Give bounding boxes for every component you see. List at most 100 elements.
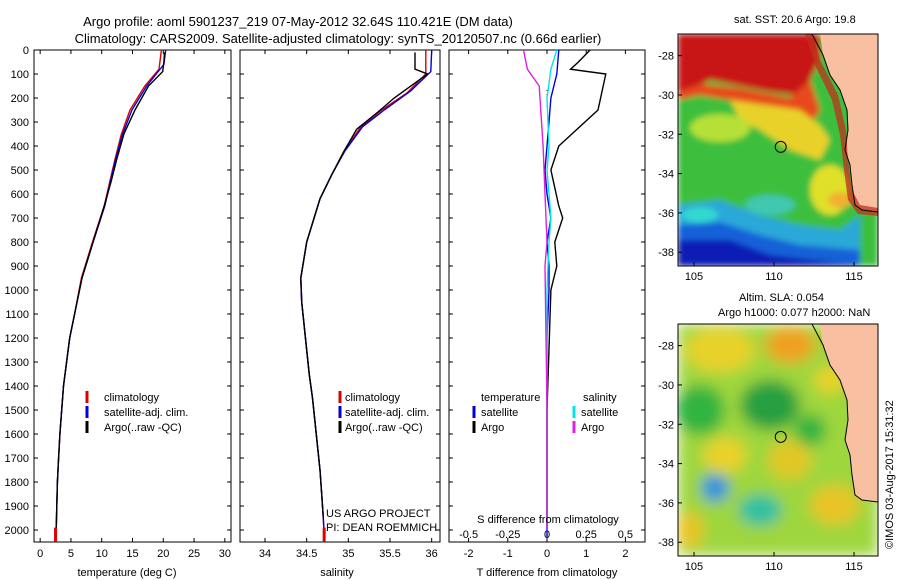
sst-map-ticks: 105 110 115 -28 -30 -32 -34 -36 -38 — [658, 51, 863, 283]
map-y-tick-label: -32 — [658, 419, 674, 431]
s-tick-label: 0.25 — [575, 529, 596, 541]
sst-map-title: sat. SST: 20.6 Argo: 19.8 — [734, 14, 856, 26]
salinity-xlabel: salinity — [320, 567, 354, 579]
legend-label-t-satellite: satellite — [481, 407, 518, 419]
map-y-tick-label: -36 — [658, 498, 674, 510]
difference-xlabel: T difference from climatology — [477, 567, 618, 579]
series-s-argo — [522, 49, 548, 530]
x-tick-label: 35 — [342, 548, 354, 560]
sst-map-field — [678, 34, 878, 266]
series-argo-raw-qc — [300, 52, 429, 519]
y-tick-label: 100 — [11, 69, 29, 81]
x-tick-label: 15 — [126, 548, 138, 560]
x-tick-label: 34.5 — [296, 548, 317, 560]
y-tick-label: 200 — [11, 93, 29, 105]
temperature-axes — [33, 49, 232, 543]
legend-label-s-argo: Argo — [581, 422, 604, 434]
series-satellite-adj-clim — [54, 49, 167, 538]
legend-label-s-satellite: satellite — [581, 407, 618, 419]
y-tick-label: 1300 — [5, 357, 29, 369]
difference-legend: temperature salinity satellite Argo sate… — [472, 392, 618, 434]
x-tick-label: 34 — [259, 548, 271, 560]
header-line-2: Climatology: CARS2009. Satellite-adjuste… — [75, 31, 602, 46]
sla-profile-marker — [774, 430, 787, 443]
sla-map-ticks: 105 110 115 -28 -30 -32 -34 -36 -38 — [658, 341, 863, 573]
legend-label-satellite: satellite-adj. clim. — [104, 407, 188, 419]
pi-note: PI: DEAN ROEMMICH — [326, 522, 437, 534]
salinity-axes — [239, 49, 441, 543]
legend-title-temperature: temperature — [481, 392, 540, 404]
map-x-tick-label: 115 — [845, 271, 863, 283]
map-y-tick-label: -28 — [658, 51, 674, 63]
series-t-argo — [546, 49, 607, 530]
map-y-tick-label: -38 — [658, 247, 674, 259]
s-difference-label: S difference from climatology — [477, 514, 619, 526]
y-tick-label: 1200 — [5, 333, 29, 345]
y-tick-label: 500 — [11, 165, 29, 177]
sla-map-subtitle: Argo h1000: 0.077 h2000: NaN — [718, 307, 870, 319]
y-tick-label: 1400 — [5, 381, 29, 393]
s-tick-label: -0.5 — [459, 529, 478, 541]
sla-map-title: Altim. SLA: 0.054 — [739, 292, 824, 304]
temperature-legend: climatology satellite-adj. clim. Argo(..… — [85, 391, 188, 434]
map-y-tick-label: -36 — [658, 208, 674, 220]
header-line-1: Argo profile: aoml 5901237_219 07-May-20… — [83, 14, 513, 29]
x-tick-label: -1 — [503, 548, 513, 560]
y-tick-label: 1000 — [5, 285, 29, 297]
project-note: US ARGO PROJECT — [326, 508, 431, 520]
x-tick-label: 20 — [157, 548, 169, 560]
sst-land — [812, 34, 878, 212]
legend-label-t-argo: Argo — [481, 422, 504, 434]
y-tick-label: 600 — [11, 189, 29, 201]
y-tick-label: 800 — [11, 237, 29, 249]
map-y-tick-label: -34 — [658, 459, 674, 471]
map-y-tick-label: -30 — [658, 380, 674, 392]
legend-label-climatology: climatology — [345, 392, 401, 404]
x-tick-label: 2 — [622, 548, 628, 560]
temperature-xlabel: temperature (deg C) — [77, 567, 176, 579]
x-tick-label: 30 — [219, 548, 231, 560]
sla-map-frame — [677, 323, 879, 557]
x-tick-label: 1 — [583, 548, 589, 560]
map-x-tick-label: 105 — [685, 271, 703, 283]
y-tick-label: 400 — [11, 141, 29, 153]
profile-series — [54, 49, 607, 542]
x-tick-label: 10 — [96, 548, 108, 560]
map-y-tick-label: -38 — [658, 537, 674, 549]
series-climatology — [54, 49, 163, 542]
map-y-tick-label: -30 — [658, 90, 674, 102]
s-tick-label: -0.25 — [495, 529, 520, 541]
legend-label-argo: Argo(..raw -QC) — [345, 422, 423, 434]
y-tick-label: 900 — [11, 261, 29, 273]
map-x-tick-label: 105 — [685, 561, 703, 573]
series-s-satellite — [546, 49, 558, 530]
x-tick-label: -2 — [464, 548, 474, 560]
x-tick-label: 35.5 — [379, 548, 400, 560]
y-tick-label: 1100 — [5, 309, 29, 321]
imos-stamp: ©IMOS 03-Aug-2017 15:31:32 — [884, 400, 896, 549]
legend-label-satellite: satellite-adj. clim. — [345, 407, 429, 419]
legend-title-salinity: salinity — [583, 392, 617, 404]
map-y-tick-label: -32 — [658, 129, 674, 141]
s-tick-label: 0.5 — [618, 529, 633, 541]
legend-label-climatology: climatology — [104, 392, 160, 404]
sla-map-field — [678, 324, 878, 556]
y-tick-label: 700 — [11, 213, 29, 225]
sst-profile-marker — [774, 140, 787, 153]
map-y-tick-label: -34 — [658, 169, 674, 181]
sla-land — [812, 324, 878, 502]
map-x-tick-label: 110 — [765, 271, 783, 283]
map-y-tick-label: -28 — [658, 341, 674, 353]
series-argo-raw-qc — [55, 52, 166, 531]
y-tick-label: 1600 — [5, 429, 29, 441]
x-tick-label: 36 — [426, 548, 438, 560]
salinity-legend: climatology satellite-adj. clim. Argo(..… — [338, 391, 429, 434]
legend-label-argo: Argo(..raw -QC) — [104, 422, 182, 434]
y-tick-label: 1700 — [5, 453, 29, 465]
x-tick-label: 0 — [37, 548, 43, 560]
y-tick-label: 1800 — [5, 477, 29, 489]
x-tick-label: 25 — [188, 548, 200, 560]
x-tick-label: 5 — [68, 548, 74, 560]
y-tick-label: 1500 — [5, 405, 29, 417]
